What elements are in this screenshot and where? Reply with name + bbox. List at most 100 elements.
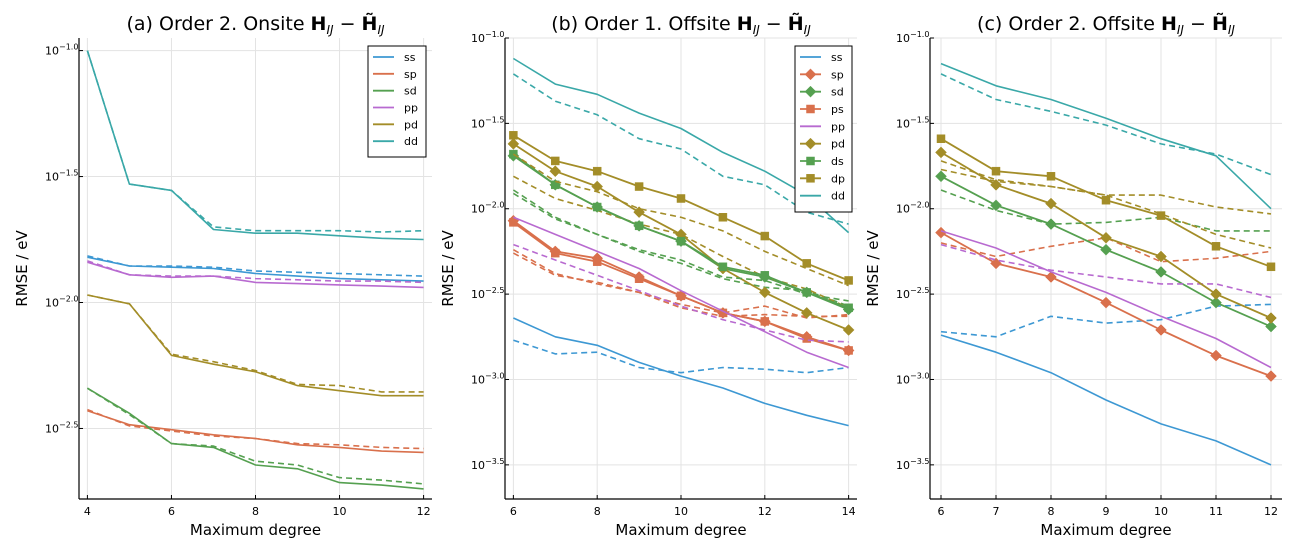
x-tick-label: 12 [417, 505, 431, 518]
series-line-dd-dashed [512, 73, 849, 225]
legend-label-pp: pp [404, 102, 418, 115]
legend-pd-marker [804, 137, 817, 150]
series-dp-marker [802, 259, 811, 268]
y-tick-label: 10−2.0 [896, 201, 929, 216]
panel-title: (c) Order 2. Offsite HIJ − H̃IJ [977, 13, 1235, 37]
series-ds-marker [802, 288, 811, 297]
series-pd-marker [1155, 250, 1167, 263]
y-tick-label: 10−1.0 [896, 30, 929, 45]
legend-label-dd: dd [404, 135, 418, 148]
series-line-pp [87, 261, 424, 289]
series-pd-marker [800, 307, 813, 319]
x-axis-label: Maximum degree [190, 521, 321, 539]
series-dp-marker [1266, 262, 1276, 272]
series-sd-marker [1265, 320, 1277, 333]
y-axis-label: RMSE / eV [13, 230, 31, 307]
legend-label-pp: pp [831, 120, 845, 133]
legend: ss sp sd pp pd dd [367, 45, 427, 158]
series-line-ss [513, 317, 849, 427]
series-sp-marker [1210, 349, 1222, 362]
series-line-ss-dashed [87, 255, 424, 277]
x-tick-label: 12 [1264, 505, 1278, 518]
y-tick-label: 10−2.0 [45, 295, 78, 310]
series-line-ss-dashed [513, 339, 849, 374]
series-dp-marker [592, 166, 602, 176]
series-pd-marker [758, 286, 771, 299]
y-tick-label: 10−3.0 [896, 371, 929, 386]
series-line-pp-dashed [513, 243, 849, 343]
series-ds-marker [760, 271, 770, 280]
series-dp-marker [634, 182, 644, 191]
series-line-ds-dashed [512, 192, 849, 302]
series-sp-marker [1155, 324, 1167, 336]
legend-label-ss: ss [831, 51, 843, 64]
series-line-ps-dashed [513, 252, 849, 319]
legend-label-sd: sd [831, 86, 844, 99]
series-line-dd [940, 62, 1272, 210]
y-tick-label: 10−1.0 [471, 30, 504, 45]
x-tick-label: 10 [1154, 505, 1168, 518]
series-line-sd-dashed [940, 189, 1271, 232]
series-dp-marker [936, 134, 946, 143]
series-line-ss [87, 256, 424, 282]
series-line-sp-dashed [940, 237, 1272, 263]
series-ps-marker [802, 334, 811, 343]
series-sp-marker [990, 257, 1002, 270]
series-line-pp [513, 216, 849, 369]
series-group [507, 57, 855, 427]
series-dp-marker [1211, 242, 1221, 251]
legend-label-pd: pd [831, 138, 845, 151]
legend-label-ss: ss [404, 51, 416, 64]
panel-title: (a) Order 2. Onsite HIJ − H̃IJ [126, 13, 384, 37]
series-sd-marker [935, 170, 947, 183]
series-pd-marker [1100, 231, 1112, 244]
y-tick-label: 10−1.0 [45, 43, 78, 58]
y-tick-label: 10−2.5 [471, 286, 504, 301]
series-ps-marker [592, 257, 602, 266]
legend-dp-marker [806, 174, 815, 183]
series-dp-marker [551, 156, 560, 166]
series-ds-marker [509, 149, 518, 159]
legend-ps-marker [806, 104, 815, 114]
chart-panel-c: 6 7 8 9 10 11 12 10−1.0 10−1.5 10−2.0 10−2.5 10−3.0… [864, 13, 1282, 539]
legend-label-sd: sd [404, 85, 417, 98]
legend-ds-marker [806, 156, 815, 166]
series-group [935, 62, 1277, 466]
chart-panel-a: 4 6 8 10 12 10−1.0 10−1.5 10−2.0 10−2.5 Maximum d… [13, 13, 432, 539]
series-dp-marker [991, 166, 1001, 176]
series-dp-marker [718, 213, 728, 222]
y-tick-label: 10−1.5 [471, 115, 504, 130]
legend-label-dp: dp [831, 172, 845, 185]
panel-title: (b) Order 1. Offsite HIJ − H̃IJ [551, 13, 811, 37]
y-tick-label: 10−1.5 [45, 169, 78, 184]
x-tick-label: 8 [594, 505, 601, 518]
series-pd-marker [549, 165, 562, 178]
series-ps-marker [551, 248, 560, 258]
series-sd-marker [990, 199, 1002, 212]
y-tick-label: 10−1.5 [896, 115, 929, 130]
series-ps-marker [760, 317, 770, 326]
series-ds-marker [844, 303, 853, 313]
series-line-pd-dashed [87, 294, 424, 393]
legend: ss sp sd ps pp pd ds dp dd [794, 45, 853, 213]
series-line-pp [940, 230, 1272, 369]
y-axis-label: RMSE / eV [864, 230, 882, 307]
series-line-sp-dashed [87, 408, 424, 450]
series-sd-marker [1210, 296, 1222, 309]
series-ps-marker [634, 274, 644, 283]
legend-label-dd: dd [831, 190, 845, 203]
x-axis-label: Maximum degree [615, 521, 746, 539]
legend-box [794, 45, 853, 213]
legend-sp-marker [804, 68, 817, 81]
series-dp-marker [509, 131, 518, 140]
series-line-pd-dashed [513, 175, 849, 309]
legend-box [367, 45, 427, 158]
y-tick-label: 10−2.5 [896, 286, 929, 301]
series-ds-marker [676, 236, 686, 246]
x-tick-label: 7 [993, 505, 1000, 518]
series-ps-marker [676, 291, 686, 301]
y-tick-label: 10−2.5 [45, 420, 78, 435]
y-tick-label: 10−3.5 [896, 457, 929, 472]
series-ds-marker [634, 221, 644, 231]
series-sp-marker [1045, 271, 1057, 283]
